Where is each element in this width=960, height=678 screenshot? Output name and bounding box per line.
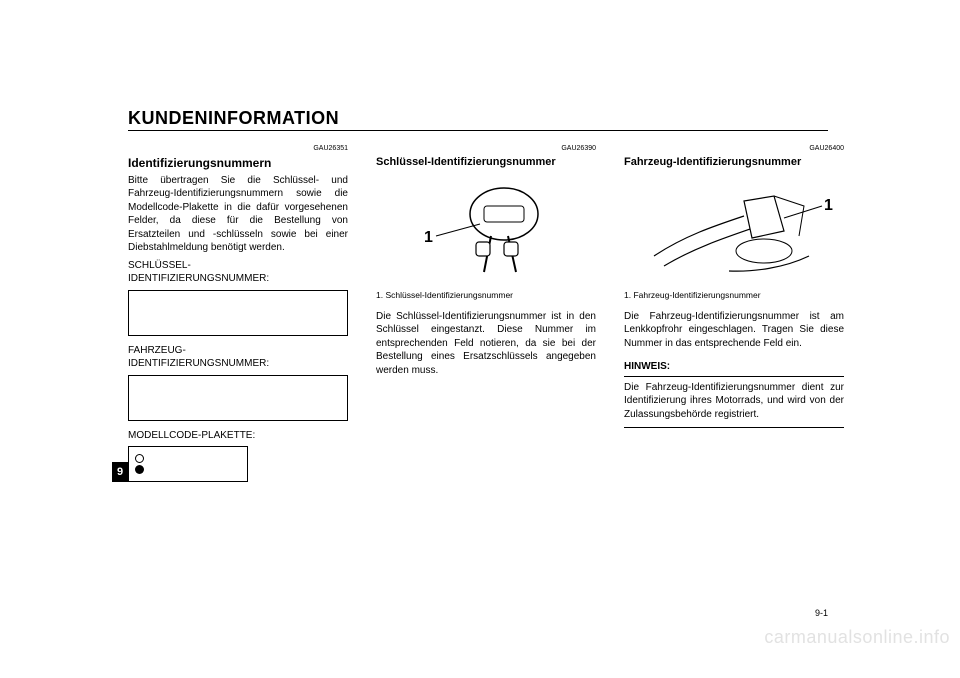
field-label: MODELLCODE-PLAKETTE: [128, 429, 348, 443]
topic-title: Fahrzeug-Identifizierungsnummer [624, 155, 844, 170]
steering-head-illustration: 1 [624, 176, 844, 286]
hinweis-body: Die Fahrzeug-Identifizierungsnummer dien… [624, 381, 844, 422]
field-label: IDENTIFIZIERUNGSNUMMER: [128, 357, 348, 371]
topic-title: Identifizierungsnummern [128, 155, 348, 171]
page-number: 9-1 [815, 608, 828, 618]
callout-1: 1 [424, 229, 433, 246]
ref-code: GAU26390 [376, 144, 596, 153]
filled-circle-icon [135, 465, 144, 474]
key-illustration: 1 [376, 176, 596, 286]
ref-code: GAU26400 [624, 144, 844, 153]
body-text: Bitte übertragen Sie die Schlüssel- und … [128, 174, 348, 255]
callout-1: 1 [824, 197, 833, 214]
section-rule [128, 130, 828, 131]
hinweis-bottom-rule [624, 427, 844, 428]
topic-title: Schlüssel-Identifizierungsnummer [376, 155, 596, 170]
column-1: GAU26351 Identifizierungsnummern Bitte ü… [128, 144, 348, 490]
figure-caption: 1. Fahrzeug-Identifizierungsnummer [624, 290, 844, 301]
vehicle-id-record-box [128, 375, 348, 421]
body-text: Die Fahrzeug-Identifizierungsnummer ist … [624, 310, 844, 351]
column-3: GAU26400 Fahrzeug-Identifizierungsnummer… [624, 144, 844, 428]
field-label: SCHLÜSSEL- [128, 259, 348, 273]
body-text: Die Schlüssel-Identifizierungsnummer ist… [376, 310, 596, 378]
hinweis-block: HINWEIS: Die Fahrzeug-Identifizierungsnu… [624, 360, 844, 428]
key-id-record-box [128, 290, 348, 336]
model-code-plate-box [128, 446, 248, 482]
key-figure: 1 [376, 176, 596, 286]
column-2: GAU26390 Schlüssel-Identifizierungsnumme… [376, 144, 596, 377]
section-title: KUNDENINFORMATION [128, 108, 339, 129]
manual-page: KUNDENINFORMATION GAU26351 Identifizieru… [0, 0, 960, 678]
frame-figure: 1 [624, 176, 844, 286]
field-label: FAHRZEUG- [128, 344, 348, 358]
field-label: IDENTIFIZIERUNGSNUMMER: [128, 272, 348, 286]
watermark: carmanualsonline.info [764, 627, 950, 648]
figure-caption: 1. Schlüssel-Identifizierungsnummer [376, 290, 596, 301]
hinweis-label: HINWEIS: [624, 361, 670, 372]
section-tab: 9 [112, 462, 128, 482]
open-circle-icon [135, 454, 144, 463]
ref-code: GAU26351 [128, 144, 348, 153]
hinweis-top-rule [624, 376, 844, 377]
